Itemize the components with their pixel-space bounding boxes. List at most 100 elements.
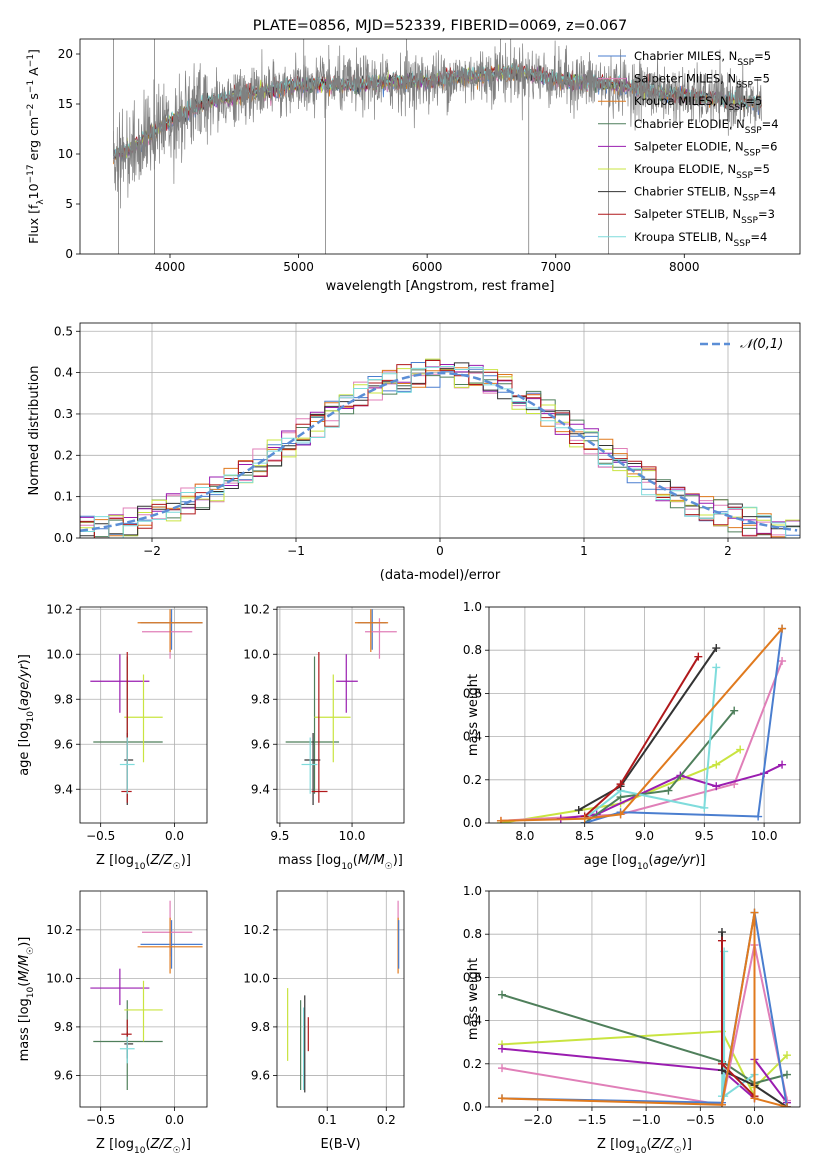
weight-marker	[730, 706, 739, 715]
mass_vs_ebv-points	[287, 900, 400, 1093]
weight-marker	[782, 1103, 791, 1107]
weight-marker	[717, 936, 726, 945]
gaussian-legend-label: 𝒩(0,1)	[740, 337, 783, 352]
y-tick-label: 10.0	[46, 971, 73, 985]
y-tick-label: 9.4	[251, 782, 270, 796]
y-tick-label: 9.8	[54, 692, 73, 706]
y-tick-label: 0.3	[54, 407, 73, 421]
weight-marker	[712, 663, 721, 672]
y-tick-label: 10.2	[46, 602, 73, 616]
weight-series	[496, 624, 787, 823]
spectrum-frame	[79, 38, 801, 255]
weight-line	[500, 627, 783, 822]
residuals-frame	[79, 322, 801, 539]
x-tick-label: −0.5	[86, 1113, 115, 1127]
weight-marker	[750, 908, 759, 917]
y-tick-label: 15	[58, 97, 73, 111]
y-tick-label: 9.6	[54, 1068, 73, 1082]
y-tick-label: 9.6	[251, 737, 270, 751]
errorbar-point	[140, 920, 203, 969]
residuals-ylabel: Normed distribution	[27, 366, 42, 496]
y-tick-label: 0.1	[54, 490, 73, 504]
y-tick-label: 1.0	[463, 884, 482, 898]
mass_vs_ebv-frame	[276, 890, 405, 1108]
errorbar-point	[93, 656, 163, 794]
x-tick-label: −1.5	[577, 1113, 606, 1127]
x-tick-label: 0.2	[377, 1113, 396, 1127]
spectrum-ylabel: Flux [fλ10−17 erg cm−2 s−1 A−1]	[26, 49, 46, 244]
y-tick-label: 0.4	[463, 730, 482, 744]
model-spectra	[113, 39, 762, 254]
errorbar-point	[140, 609, 203, 650]
x-tick-label: −0.5	[86, 829, 115, 843]
x-tick-label: 9.5	[270, 829, 289, 843]
age_vs_Z-xlabel: Z [log10(Z/Z☉)]	[96, 853, 191, 872]
y-tick-label: 20	[58, 47, 73, 61]
y-tick-label: 0.4	[54, 366, 73, 380]
weight_vs_Z-frame	[488, 890, 801, 1108]
errorbar-point	[304, 733, 321, 805]
age_vs_Z-axes: −0.5 0.0 9.4 9.6 9.8 10.0 10.2	[46, 602, 207, 843]
weight_vs_Z-axes: −2.0 −1.5 −1.0 −0.5 0.0 0.0 0.2 0.4 0.6 0.8 1.0	[463, 884, 800, 1127]
weight-marker	[736, 745, 745, 754]
mass_vs_ebv-xlabel: E(B-V)	[320, 1137, 360, 1152]
errorbar-point	[121, 652, 132, 803]
mass_vs_Z-ylabel: mass [log10(M/M☉)]	[17, 937, 36, 1062]
weight-series	[498, 908, 791, 1107]
errorbar-point	[142, 900, 193, 957]
x-tick-label: −2.0	[523, 1113, 552, 1127]
legend-label: Kroupa ELODIE, NSSP=5	[634, 162, 770, 181]
weight-series	[580, 663, 721, 823]
weight-marker	[712, 644, 721, 653]
errorbar-point	[124, 674, 163, 763]
x-tick-label: −2	[143, 544, 161, 558]
y-tick-label: 10.2	[46, 923, 73, 937]
errorbar-point	[137, 917, 203, 974]
spectrum-title: PLATE=0856, MJD=52339, FIBERID=0069, z=0…	[253, 18, 627, 34]
y-tick-label: 9.8	[54, 1020, 73, 1034]
residuals-xlabel: (data-model)/error	[380, 568, 501, 583]
weight-marker	[498, 1064, 507, 1073]
weight-series	[498, 941, 791, 1107]
weight-series	[574, 644, 721, 815]
y-tick-label: 10.2	[243, 923, 270, 937]
x-tick-label: 4000	[155, 260, 186, 274]
y-tick-label: 9.4	[54, 782, 73, 796]
weight-line	[584, 667, 718, 820]
legend-label: Kroupa STELIB, NSSP=4	[634, 230, 767, 249]
weight-marker	[496, 816, 505, 823]
y-tick-label: 0	[65, 247, 73, 261]
errorbar-point	[314, 674, 351, 763]
x-tick-label: 0.0	[745, 1113, 764, 1127]
x-tick-label: 10.0	[751, 829, 778, 843]
weight_vs_Z-series	[498, 908, 791, 1107]
errorbar-point	[357, 609, 387, 650]
mass_vs_Z-xlabel: Z [log10(Z/Z☉)]	[96, 1137, 191, 1156]
weight-line	[721, 951, 756, 1099]
weight-line	[500, 660, 784, 822]
y-tick-label: 0.8	[463, 643, 482, 657]
age_vs_Z-frame	[79, 606, 208, 824]
legend-label: Chabrier STELIB, NSSP=4	[634, 185, 776, 204]
errorbar-point	[124, 1031, 134, 1059]
mass_vs_Z-points	[90, 900, 203, 1091]
weight_vs_age-frame	[488, 606, 801, 824]
age_vs_mass-points	[285, 609, 397, 805]
weight-marker	[778, 760, 787, 769]
weight-marker	[782, 1051, 791, 1060]
errorbar-point	[354, 609, 389, 652]
errorbar-point	[365, 618, 397, 659]
weight-marker	[700, 803, 709, 812]
y-tick-label: 10.0	[243, 971, 270, 985]
weight-series	[580, 706, 739, 823]
y-tick-label: 10.0	[243, 647, 270, 661]
data-spectrum-line	[113, 39, 762, 209]
residuals-axes: −2 −1 0 1 2 0.0 0.1 0.2 0.3 0.4 0.5	[54, 323, 800, 558]
errorbar-point	[124, 733, 134, 805]
legend-label: Salpeter STELIB, NSSP=3	[634, 207, 775, 226]
y-tick-label: 9.6	[54, 737, 73, 751]
errorbar-point	[142, 618, 193, 659]
spectrum-legend: Chabrier MILES, NSSP=5 Salpeter MILES, NS…	[598, 49, 779, 249]
weight-line	[501, 944, 788, 1106]
